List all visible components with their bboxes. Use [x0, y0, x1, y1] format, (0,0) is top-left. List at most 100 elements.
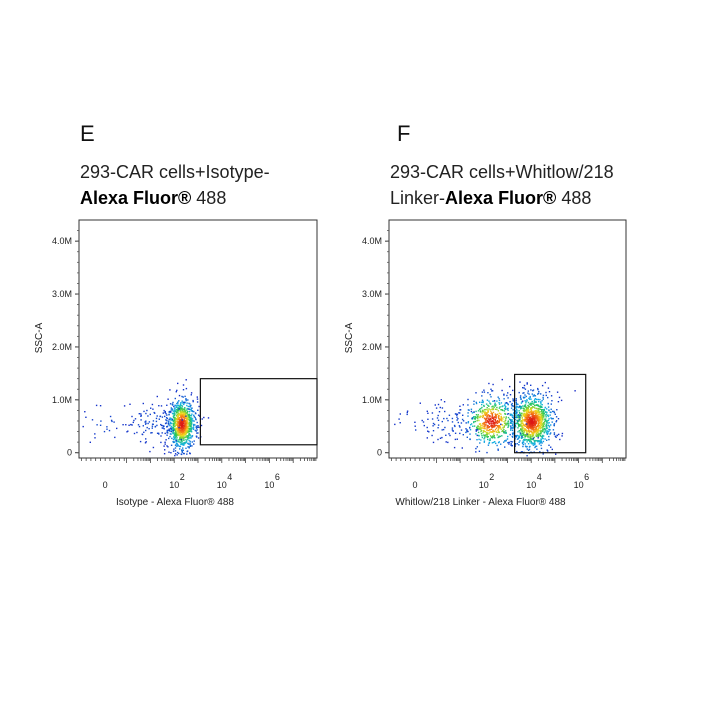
data-point: [516, 408, 518, 411]
data-point: [483, 409, 486, 411]
data-point: [537, 437, 539, 439]
data-point: [536, 425, 538, 428]
data-point: [540, 435, 542, 438]
data-point: [532, 389, 535, 391]
data-point: [187, 416, 189, 418]
data-point: [177, 405, 179, 407]
data-point: [192, 428, 195, 430]
data-point: [398, 418, 400, 420]
data-point: [500, 413, 502, 415]
data-point: [431, 434, 433, 437]
data-point: [414, 425, 416, 427]
data-point: [423, 424, 425, 427]
data-point: [189, 445, 192, 447]
data-point: [169, 430, 171, 433]
data-point: [191, 445, 193, 447]
data-point: [473, 417, 476, 420]
data-point: [527, 426, 529, 428]
data-point: [550, 446, 552, 448]
data-point: [180, 430, 182, 432]
data-point: [128, 424, 130, 426]
data-point: [146, 409, 148, 412]
data-point: [452, 430, 454, 432]
data-point: [542, 396, 544, 399]
data-point: [536, 417, 539, 419]
data-point: [542, 425, 545, 428]
data-point: [494, 402, 496, 404]
data-point: [169, 419, 172, 421]
data-point: [185, 415, 187, 417]
data-point: [539, 406, 541, 408]
data-point: [551, 418, 553, 420]
data-point: [176, 417, 179, 419]
data-point: [510, 426, 512, 428]
data-point: [492, 411, 495, 414]
data-point: [170, 417, 172, 420]
data-point: [448, 433, 450, 435]
data-point: [176, 420, 178, 422]
data-point: [528, 431, 531, 434]
data-point: [537, 409, 540, 412]
data-point: [535, 415, 537, 418]
data-point: [485, 413, 488, 416]
data-point: [178, 422, 180, 425]
data-point: [551, 410, 554, 413]
data-point: [525, 406, 527, 409]
data-point: [150, 407, 152, 409]
data-point: [535, 432, 538, 435]
data-point: [520, 429, 522, 431]
data-point: [547, 387, 550, 389]
data-point: [171, 412, 174, 415]
data-point: [145, 438, 147, 440]
data-point: [528, 448, 531, 451]
data-point: [533, 402, 535, 404]
data-point: [510, 444, 512, 446]
y-tick-label: 0: [377, 448, 382, 458]
data-point: [179, 410, 181, 412]
data-point: [492, 430, 494, 432]
data-point: [519, 434, 522, 436]
data-point: [518, 414, 520, 416]
data-point: [137, 424, 140, 426]
data-point: [207, 417, 210, 419]
data-point: [448, 414, 451, 416]
data-point: [512, 409, 514, 411]
data-point: [181, 449, 183, 451]
data-point: [507, 403, 509, 405]
data-point: [535, 420, 538, 423]
data-point: [456, 414, 458, 416]
data-point: [500, 428, 502, 430]
data-point: [509, 401, 511, 403]
data-point: [534, 424, 536, 426]
data-point: [188, 421, 191, 424]
data-point: [540, 439, 542, 441]
data-point: [160, 441, 162, 444]
y-tick-label: 1.0M: [362, 395, 382, 405]
data-point: [183, 439, 185, 441]
data-point: [521, 423, 523, 425]
data-point: [515, 414, 517, 417]
data-point: [490, 428, 493, 430]
data-point: [538, 390, 540, 393]
data-point: [461, 447, 463, 449]
data-point: [174, 425, 176, 427]
data-point: [496, 434, 498, 436]
data-point: [181, 417, 183, 419]
data-point: [178, 431, 180, 433]
data-point: [181, 408, 183, 410]
data-point: [165, 419, 167, 421]
data-point: [528, 429, 530, 431]
data-point: [175, 423, 178, 425]
data-point: [529, 434, 532, 436]
data-point: [489, 393, 491, 396]
data-point: [518, 406, 520, 409]
data-point: [168, 418, 170, 421]
data-point: [182, 408, 184, 411]
data-point: [492, 405, 494, 407]
data-point: [176, 445, 178, 447]
data-point: [533, 400, 535, 402]
data-point: [180, 414, 183, 416]
data-point: [554, 435, 557, 437]
data-point: [496, 406, 498, 409]
